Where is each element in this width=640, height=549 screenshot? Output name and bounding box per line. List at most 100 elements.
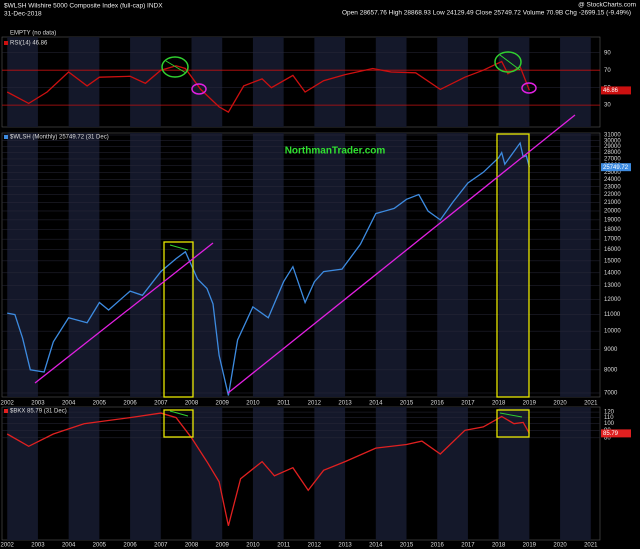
x-tick-label: 2017 [461, 401, 475, 407]
circle [191, 83, 207, 95]
y-tick-label: 110 [604, 415, 614, 421]
x-tick-label: 2015 [400, 401, 414, 407]
y-tick-label: 80 [604, 435, 611, 441]
y-tick-label: 12000 [604, 297, 621, 303]
x-tick-label: 2016 [431, 401, 445, 407]
legend-entry: $BKX 85.79 (31 Dec) [10, 409, 67, 415]
year-band [437, 37, 468, 127]
divergence-line [499, 54, 521, 71]
x-tick-label: 2010 [246, 401, 260, 407]
x-tick-label: 2020 [553, 543, 567, 549]
legend-swatch [4, 409, 8, 413]
series-line [7, 141, 531, 396]
x-tick-label: 2002 [1, 401, 15, 407]
y-tick-label: 15000 [604, 258, 621, 264]
x-tick-label: 2004 [62, 401, 76, 407]
trendline [34, 242, 214, 384]
year-band [252, 37, 284, 127]
year-band [498, 407, 530, 540]
year-band [191, 37, 223, 127]
x-tick-label: 2009 [216, 401, 230, 407]
x-tick-label: 2016 [431, 543, 445, 549]
x-tick-label: 2013 [338, 401, 352, 407]
x-tick-label: 2009 [216, 543, 230, 549]
last-value-box [601, 429, 631, 438]
x-tick-label: 2014 [369, 543, 383, 549]
x-tick-label: 2008 [185, 401, 199, 407]
x-tick-label: 2012 [308, 401, 322, 407]
x-tick-label: 2006 [123, 543, 137, 549]
year-band [498, 37, 530, 127]
x-tick-label: 2020 [553, 401, 567, 407]
y-tick-label: 100 [604, 421, 615, 427]
x-tick-label: 2007 [154, 401, 168, 407]
y-tick-label: 28000 [604, 150, 621, 156]
x-tick-label: 2021 [584, 543, 598, 549]
stats: Open 28657.76 High 28868.93 Low 24129.49… [342, 10, 631, 17]
x-tick-label: 2019 [523, 543, 537, 549]
year-band [375, 407, 407, 540]
y-tick-label: 19000 [604, 217, 621, 223]
year-band [68, 37, 100, 127]
y-tick-label: 21000 [604, 200, 621, 206]
x-tick-label: 2018 [492, 401, 506, 407]
y-tick-label: 13000 [604, 283, 621, 289]
divergence-line [169, 244, 189, 251]
x-tick-label: 2011 [277, 401, 291, 407]
legend-entry: EMPTY (no data) [10, 31, 56, 37]
last-value-box [601, 86, 631, 95]
y-tick-label: 7000 [604, 391, 618, 397]
x-tick-label: 2021 [584, 401, 598, 407]
y-tick-label: 10000 [604, 329, 621, 335]
y-tick-label: 27000 [604, 157, 621, 163]
y-tick-label: 30000 [604, 138, 621, 144]
date: 31-Dec-2018 [4, 11, 42, 18]
last-value-box [601, 163, 631, 172]
annotations [34, 51, 576, 438]
year-band [314, 37, 346, 127]
credit: @ StockCharts.com [578, 2, 636, 9]
y-tick-label: 31000 [604, 133, 621, 139]
y-tick-label: 25000 [604, 170, 621, 176]
legend-entry: $WLSH (Monthly) 25749.72 (31 Dec) [10, 135, 109, 141]
legend-swatch [4, 41, 8, 45]
circle [521, 82, 537, 94]
legend-entry: RSI(14) 46.86 [10, 41, 48, 47]
year-band [375, 37, 407, 127]
y-tick-label: 90 [604, 50, 611, 56]
x-tick-label: 2005 [93, 543, 107, 549]
last-value-label: 46.86 [603, 88, 619, 94]
y-tick-label: 30 [604, 103, 611, 109]
year-band [252, 133, 284, 397]
x-tick-label: 2011 [277, 543, 291, 549]
x-tick-label: 2003 [31, 543, 45, 549]
year-band [437, 133, 468, 397]
x-tick-label: 2010 [246, 543, 260, 549]
x-tick-label: 2006 [123, 401, 137, 407]
circle [494, 51, 522, 73]
year-band [437, 407, 468, 540]
year-band [560, 133, 591, 397]
year-band [314, 133, 346, 397]
x-tick-label: 2007 [154, 543, 168, 549]
y-tick-label: 14000 [604, 270, 621, 276]
x-tick-label: 2004 [62, 543, 76, 549]
year-band [191, 407, 223, 540]
year-band [191, 133, 223, 397]
year-band [560, 407, 591, 540]
highlight-box [496, 409, 530, 438]
divergence-line [499, 412, 523, 418]
y-tick-label: 70 [604, 68, 611, 74]
y-tick-label: 8000 [604, 367, 618, 373]
year-band [7, 133, 38, 397]
circle [161, 56, 189, 78]
x-tick-label: 2018 [492, 543, 506, 549]
x-tick-label: 2005 [93, 401, 107, 407]
legend-swatch [4, 135, 8, 139]
y-tick-label: 20000 [604, 209, 621, 215]
x-tick-label: 2017 [461, 543, 475, 549]
divergence-line [165, 60, 187, 74]
x-tick-label: 2015 [400, 543, 414, 549]
y-tick-label: 22000 [604, 192, 621, 198]
